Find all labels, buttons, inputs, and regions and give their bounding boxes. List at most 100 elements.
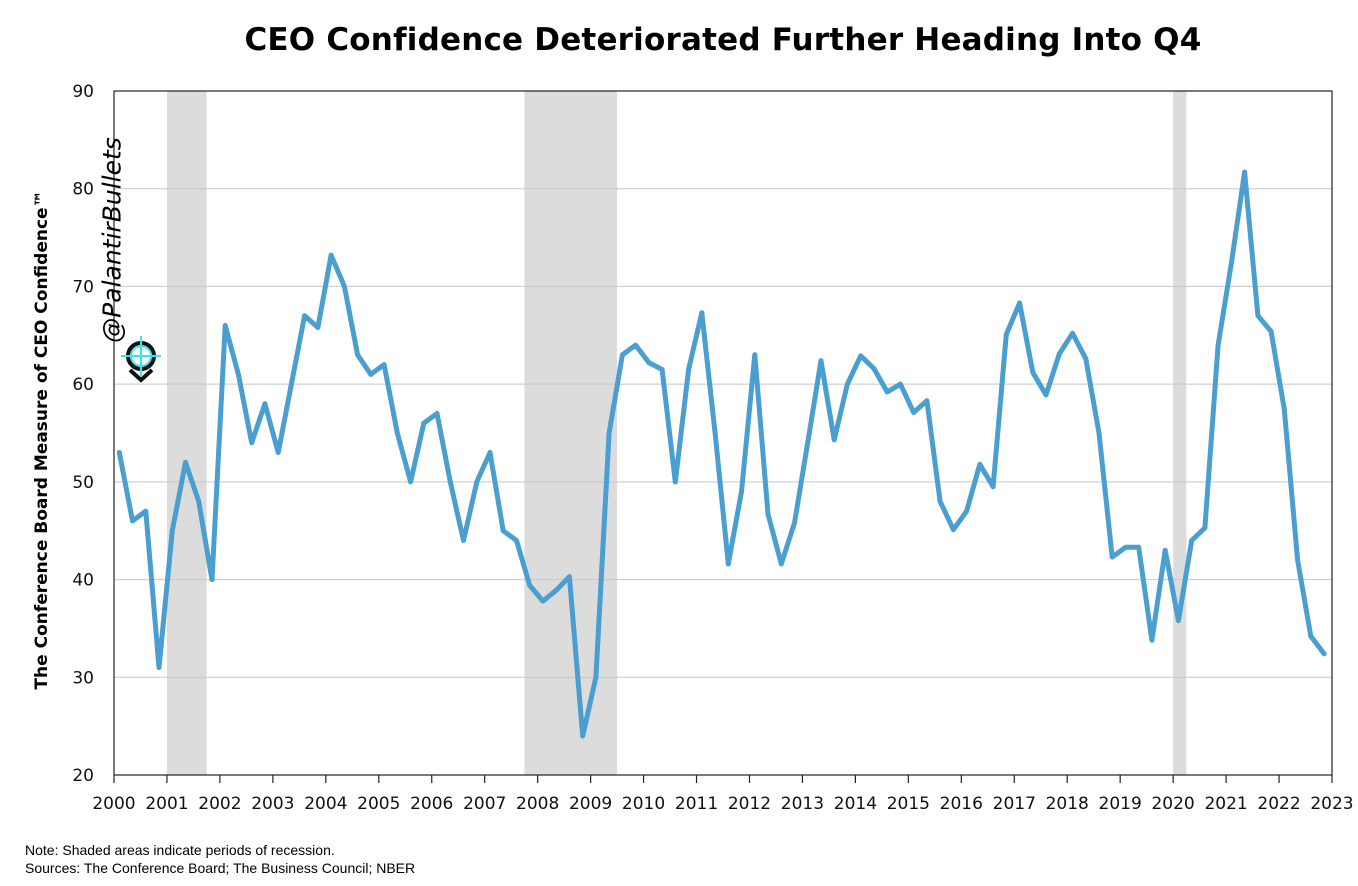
data-point (315, 325, 321, 330)
y-tick-label: 40 (72, 571, 94, 591)
x-tick-label: 2009 (569, 794, 612, 814)
x-tick-label: 2006 (410, 794, 453, 814)
data-point (236, 371, 241, 377)
data-point (898, 381, 903, 387)
data-point (752, 352, 758, 358)
data-point (1281, 407, 1287, 412)
recession-band (166, 91, 207, 775)
x-tick-label: 2021 (1204, 794, 1247, 814)
data-point (1030, 370, 1036, 375)
data-point (1083, 356, 1089, 362)
data-point (209, 577, 215, 582)
data-point (1228, 260, 1234, 266)
data-point (884, 389, 890, 395)
data-point (765, 511, 771, 517)
data-point (1056, 351, 1062, 357)
recession-shading-layer (166, 91, 1187, 775)
data-point (1017, 300, 1022, 306)
data-point (156, 665, 162, 670)
data-point (1202, 525, 1208, 531)
data-point (461, 538, 466, 543)
data-point (805, 440, 811, 446)
x-tick-label: 2000 (92, 794, 135, 814)
x-tick-label: 2016 (940, 794, 983, 814)
data-point (514, 538, 519, 543)
series-line (116, 169, 1327, 739)
x-tick-label: 2004 (304, 794, 347, 814)
x-tick-label: 2011 (675, 794, 718, 814)
recession-band (524, 91, 618, 775)
y-tick-label: 60 (72, 375, 94, 395)
x-tick-label: 2020 (1151, 794, 1194, 814)
data-point (394, 430, 400, 436)
data-point (964, 508, 969, 514)
data-point (1109, 554, 1115, 560)
x-tick-label: 2015 (887, 794, 930, 814)
data-point (1255, 313, 1261, 319)
data-point (911, 410, 917, 415)
data-point (990, 484, 996, 490)
data-point (130, 518, 135, 524)
data-point (871, 366, 877, 371)
y-tick-label: 90 (72, 82, 94, 102)
x-tick-label: 2023 (1310, 794, 1353, 814)
watermark-text: @PalantirBullets (97, 137, 127, 343)
data-point (1268, 328, 1274, 334)
data-point (183, 459, 188, 465)
data-point (434, 411, 440, 416)
data-point (368, 371, 374, 377)
data-point (1176, 618, 1181, 624)
data-point (500, 528, 506, 534)
data-point (421, 420, 427, 426)
y-tick-label: 80 (72, 180, 94, 200)
chart-title: CEO Confidence Deteriorated Further Head… (244, 22, 1202, 58)
data-point (633, 342, 639, 348)
data-point (341, 284, 347, 289)
data-point (474, 479, 480, 485)
data-point (143, 508, 149, 514)
data-point (1070, 330, 1075, 336)
data-point (1123, 544, 1128, 550)
data-point (222, 323, 228, 328)
data-point (567, 574, 572, 580)
data-point (275, 450, 281, 455)
data-point (1003, 331, 1009, 337)
x-tick-label: 2019 (1099, 794, 1142, 814)
x-tick-label: 2012 (728, 794, 771, 814)
data-point (845, 381, 850, 387)
data-point (831, 437, 837, 443)
data-point (116, 450, 122, 455)
data-point (289, 381, 294, 387)
data-point (527, 583, 533, 588)
data-point (950, 527, 956, 533)
data-point (262, 401, 268, 407)
data-point (1215, 342, 1221, 348)
data-point (1308, 633, 1314, 639)
y-tick-label: 70 (72, 277, 94, 297)
chart-note: Note: Shaded areas indicate periods of r… (25, 842, 335, 858)
data-point (553, 587, 559, 593)
x-tick-label: 2010 (622, 794, 665, 814)
data-point (196, 499, 202, 504)
data-point (1321, 651, 1327, 657)
data-point (858, 353, 864, 359)
data-point (699, 310, 705, 316)
data-point (977, 461, 983, 467)
data-point (1242, 169, 1248, 175)
data-point (686, 367, 691, 372)
data-point (580, 733, 586, 739)
y-tick-label: 20 (72, 766, 94, 786)
data-point (447, 479, 453, 485)
x-tick-label: 2017 (993, 794, 1036, 814)
plot-frame (113, 90, 1333, 776)
data-point (540, 598, 546, 604)
data-point (249, 440, 255, 446)
data-point (659, 367, 665, 372)
x-tick-label: 2007 (463, 794, 506, 814)
data-point (381, 362, 387, 367)
data-point (408, 479, 413, 485)
data-point (1295, 557, 1300, 563)
data-point (619, 352, 625, 358)
x-tick-label: 2005 (357, 794, 400, 814)
